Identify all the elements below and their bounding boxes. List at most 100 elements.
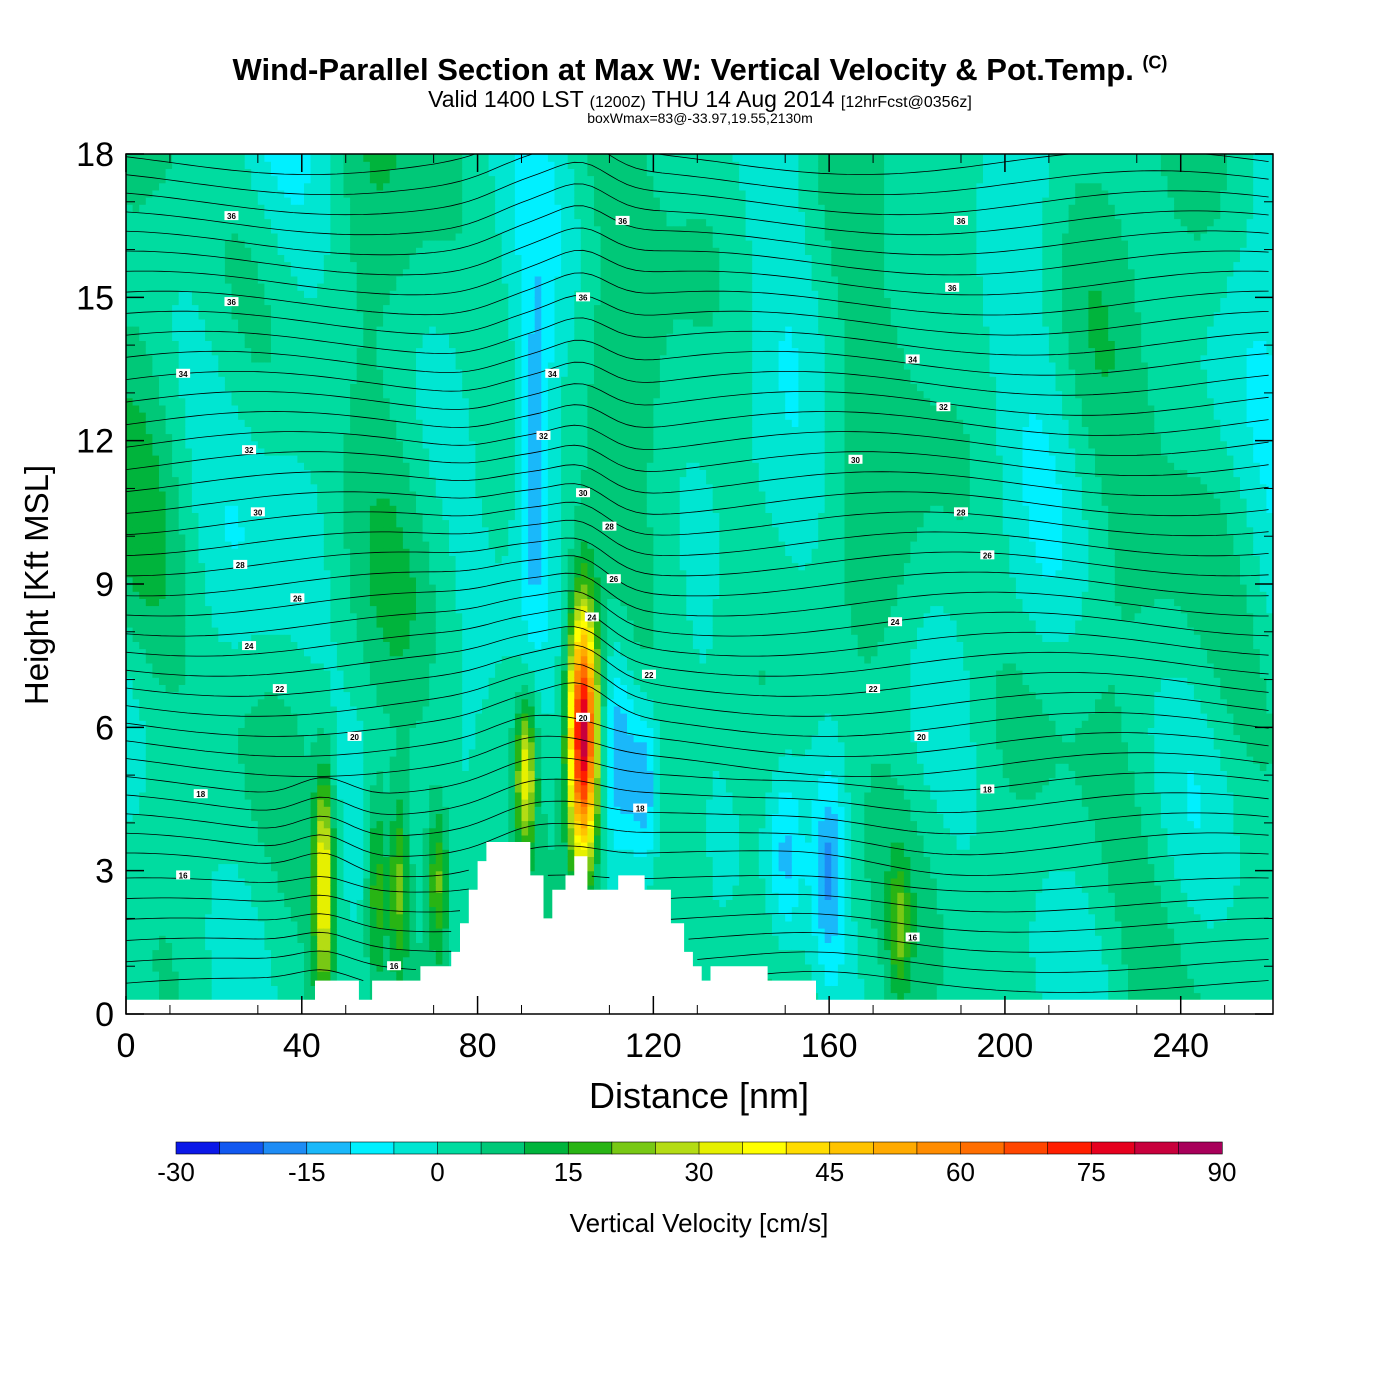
velocity-cell (205, 240, 213, 248)
velocity-cell (152, 498, 160, 506)
velocity-cell (139, 992, 147, 1001)
velocity-cell (126, 677, 134, 685)
velocity-cell (330, 383, 338, 392)
velocity-cell (264, 240, 272, 248)
velocity-cell (159, 240, 167, 248)
velocity-cell (198, 211, 206, 220)
velocity-cell (191, 261, 200, 270)
velocity-cell (330, 483, 338, 492)
velocity-cell (264, 168, 272, 177)
velocity-cell (323, 189, 331, 198)
velocity-cell (383, 283, 391, 291)
velocity-cell (231, 634, 239, 642)
velocity-cell (231, 834, 239, 843)
velocity-cell (152, 856, 160, 865)
velocity-cell (389, 763, 397, 771)
velocity-cell (317, 827, 325, 836)
velocity-cell (376, 576, 384, 585)
velocity-cell (330, 154, 338, 162)
velocity-cell (165, 799, 173, 807)
velocity-cell (224, 920, 233, 929)
velocity-cell (350, 333, 358, 341)
velocity-cell (297, 354, 305, 363)
velocity-cell (330, 218, 338, 227)
velocity-cell (244, 662, 252, 671)
velocity-cell (336, 856, 345, 865)
velocity-cell (284, 340, 292, 349)
velocity-cell (396, 533, 404, 542)
velocity-cell (126, 834, 134, 843)
velocity-cell (139, 297, 147, 306)
velocity-cell (159, 369, 167, 377)
velocity-cell (238, 949, 246, 958)
velocity-cell (323, 920, 331, 929)
velocity-cell (363, 562, 371, 571)
velocity-cell (165, 892, 173, 900)
velocity-cell (126, 627, 134, 635)
velocity-cell (356, 885, 364, 893)
velocity-cell (152, 720, 160, 728)
velocity-cell (284, 218, 292, 227)
velocity-cell (159, 827, 167, 836)
velocity-cell (251, 928, 259, 936)
velocity-cell (317, 383, 325, 392)
velocity-cell (330, 462, 338, 470)
velocity-cell (257, 154, 265, 162)
velocity-cell (165, 713, 173, 721)
velocity-cell (211, 311, 219, 320)
velocity-cell (244, 526, 252, 535)
velocity-cell (172, 935, 180, 943)
velocity-cell (185, 490, 193, 499)
velocity-cell (126, 512, 134, 521)
velocity-cell (152, 734, 160, 743)
velocity-cell (350, 591, 358, 599)
velocity-cell (317, 641, 325, 650)
velocity-cell (297, 971, 305, 979)
velocity-cell (317, 569, 325, 578)
velocity-cell (132, 548, 140, 556)
velocity-cell (310, 182, 318, 191)
velocity-cell (304, 591, 312, 599)
velocity-cell (396, 569, 404, 578)
velocity-cell (185, 412, 193, 420)
velocity-cell (244, 354, 252, 363)
velocity-cell (330, 555, 338, 564)
velocity-cell (257, 920, 265, 929)
velocity-cell (198, 777, 206, 786)
velocity-cell (211, 870, 219, 879)
velocity-cell (323, 283, 331, 291)
velocity-cell (271, 634, 279, 642)
velocity-cell (205, 197, 213, 205)
velocity-cell (271, 799, 279, 807)
velocity-cell (297, 576, 305, 585)
velocity-cell (244, 168, 252, 177)
velocity-cell (198, 154, 206, 162)
velocity-cell (343, 519, 351, 528)
velocity-cell (205, 498, 213, 506)
velocity-cell (224, 627, 233, 635)
velocity-cell (159, 182, 167, 191)
velocity-cell (198, 555, 206, 564)
velocity-cell (231, 619, 239, 628)
velocity-cell (330, 548, 338, 556)
velocity-cell (139, 677, 147, 685)
velocity-cell (363, 648, 371, 657)
velocity-cell (304, 175, 312, 184)
velocity-cell (356, 584, 364, 592)
velocity-cell (218, 813, 226, 822)
velocity-cell (310, 569, 318, 578)
velocity-cell (257, 892, 265, 900)
velocity-cell (304, 806, 312, 814)
velocity-cell (369, 225, 378, 234)
velocity-cell (211, 627, 219, 635)
velocity-cell (277, 462, 285, 470)
velocity-cell (396, 648, 404, 657)
velocity-cell (145, 670, 153, 678)
velocity-cell (297, 748, 305, 757)
velocity-cell (356, 562, 364, 571)
velocity-cell (159, 956, 167, 965)
velocity-cell (317, 404, 325, 413)
velocity-cell (178, 992, 186, 1001)
velocity-cell (369, 576, 378, 585)
velocity-cell (139, 204, 147, 212)
